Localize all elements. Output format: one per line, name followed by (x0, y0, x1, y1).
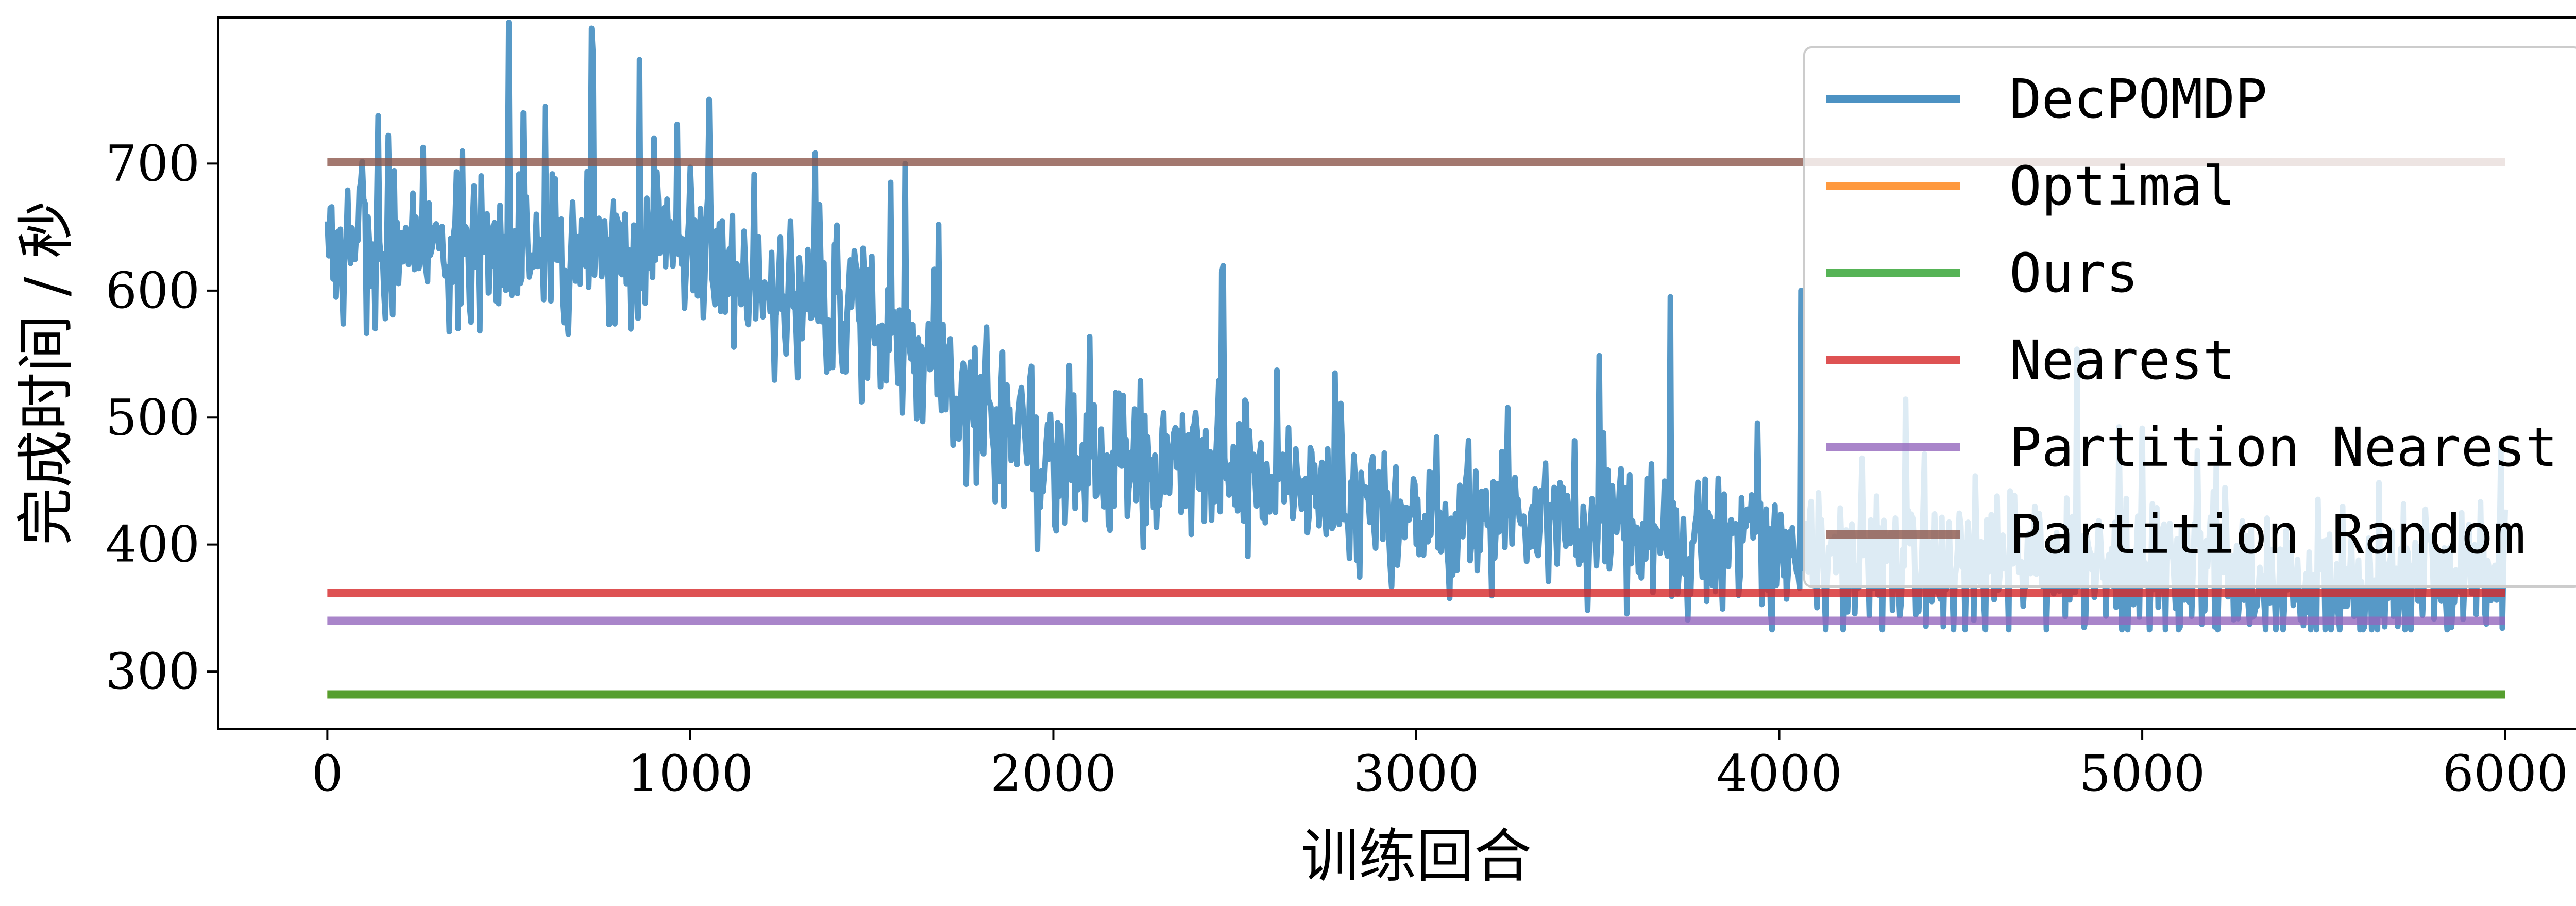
legend-label-decpomdp: DecPOMDP (2009, 68, 2267, 130)
y-tick-label: 400 (106, 516, 200, 574)
x-tick-label: 0 (312, 745, 343, 802)
y-axis: 300 400 500 600 700 (106, 135, 218, 700)
legend-label-ours: Ours (2009, 242, 2138, 305)
y-tick-label: 300 (106, 643, 200, 700)
x-tick-label: 2000 (990, 745, 1116, 802)
x-axis: 0 1000 2000 3000 4000 5000 6000 (312, 729, 2568, 802)
x-axis-label: 训练回合 (1301, 823, 1532, 890)
x-tick-label: 1000 (628, 745, 753, 802)
legend-label-partition-nearest: Partition Nearest (2009, 416, 2557, 479)
legend-label-optimal: Optimal (2009, 155, 2235, 217)
y-axis-label: 完成时间 / 秒 (13, 201, 80, 546)
y-tick-label: 500 (106, 389, 200, 446)
legend: DecPOMDP Optimal Ours Nearest Partition Near… (1803, 46, 2576, 588)
y-tick-label: 600 (106, 262, 200, 320)
y-tick-label: 700 (106, 135, 200, 192)
x-tick-label: 4000 (1716, 745, 1842, 802)
x-tick-label: 6000 (2442, 745, 2568, 802)
legend-box (1803, 46, 2576, 588)
x-tick-label: 5000 (2079, 745, 2205, 802)
x-tick-label: 3000 (1353, 745, 1479, 802)
legend-label-partition-random: Partition Random (2009, 503, 2526, 566)
legend-label-nearest: Nearest (2009, 329, 2235, 392)
